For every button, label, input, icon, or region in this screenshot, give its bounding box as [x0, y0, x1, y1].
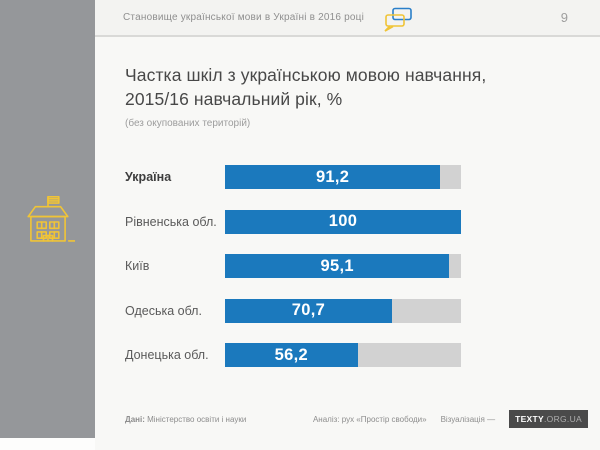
chart-subtitle: (без окупованих територій) [125, 118, 251, 129]
footer: Дані: Міністерство освіти і науки Аналіз… [125, 409, 588, 429]
chart-title-line1: Частка шкіл з українською мовою навчання… [125, 65, 487, 85]
bar-value-label: 91,2 [315, 167, 350, 186]
texty-logo-badge[interactable]: TEXTY.ORG.UA [509, 410, 588, 428]
chart-row: Донецька обл. 56,2 [125, 343, 565, 367]
bar: 91,2 [225, 165, 441, 189]
bar-track: 91,2 [225, 165, 461, 189]
chart-title-line2: 2015/16 навчальний рік, % [125, 89, 343, 109]
category-label: Київ [125, 259, 150, 273]
bar-track: 70,7 [225, 298, 461, 323]
analysis-credit: Аналіз: рух «Простір свободи» [312, 414, 427, 424]
chart-row: Київ 95,1 [125, 254, 565, 278]
bar-track: 100 [225, 209, 461, 234]
bar-track: 95,1 [225, 254, 461, 278]
speech-bubbles-icon [380, 6, 416, 34]
bar-track: 56,2 [225, 343, 461, 367]
category-label: Одеська обл. [125, 303, 202, 318]
bar-value-label: 70,7 [291, 301, 326, 319]
bar: 95,1 [225, 254, 450, 278]
slide-content: Частка шкіл з українською мовою навчання… [95, 37, 600, 450]
category-label: Донецька обл. [125, 348, 209, 362]
credits: Аналіз: рух «Простір свободи» Візуалізац… [313, 410, 588, 428]
bar-value-label: 56,2 [274, 345, 308, 364]
visualization-label: Візуалізація — [440, 414, 496, 424]
brand-name: TEXTY [515, 414, 544, 424]
chart-row: Україна 91,2 [125, 165, 565, 189]
brand-domain: .ORG.UA [544, 414, 582, 424]
bar-value-label: 95,1 [320, 256, 354, 275]
data-source: Дані: Міністерство освіти і науки [125, 415, 246, 424]
bar-chart: Україна 91,2 Рівненська обл. 100 Київ 95… [125, 165, 565, 388]
deck-title: Становище української мови в Україні в 2… [123, 12, 364, 23]
header-bar: Становище української мови в Україні в 2… [95, 0, 600, 37]
chart-row: Рівненська обл. 100 [125, 209, 565, 234]
bar-value-label: 100 [328, 212, 358, 230]
sidebar [0, 0, 95, 438]
page-number: 9 [560, 10, 568, 25]
source-label: Дані: [125, 414, 145, 424]
bar: 70,7 [225, 298, 392, 323]
source-text: Міністерство освіти і науки [147, 414, 247, 424]
bar: 100 [225, 209, 461, 234]
school-building-icon [21, 193, 76, 251]
category-label: Україна [125, 170, 172, 184]
chart-row: Одеська обл. 70,7 [125, 298, 565, 323]
bar: 56,2 [225, 343, 358, 367]
chart-title: Частка шкіл з українською мовою навчання… [125, 63, 575, 111]
category-label: Рівненська обл. [125, 214, 217, 229]
